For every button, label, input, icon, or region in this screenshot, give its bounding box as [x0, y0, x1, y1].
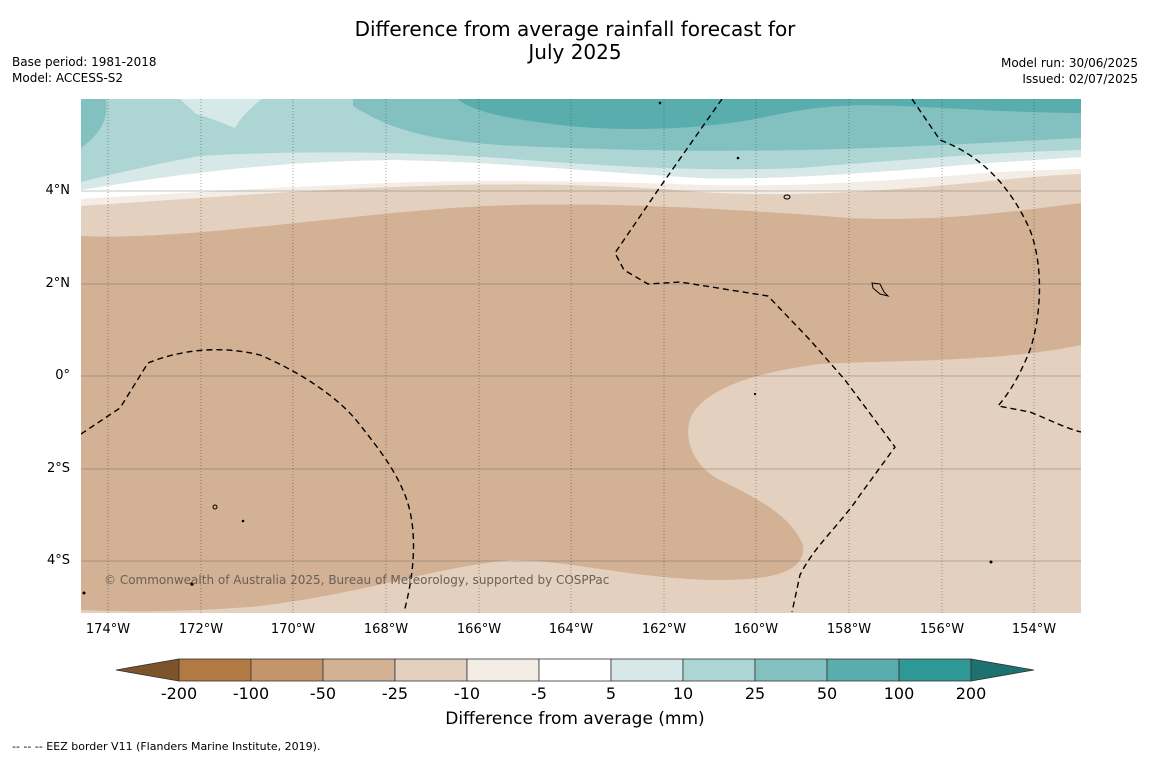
colorbar-tick-label: -100 [232, 684, 270, 703]
model-text: Model: ACCESS-S2 [12, 71, 124, 85]
colorbar [115, 658, 1035, 682]
meta-right: Model run: 30/06/2025 Issued: 02/07/2025 [1001, 55, 1138, 87]
colorbar-tick-label: -10 [453, 684, 481, 703]
rainfall-map: © Commonwealth of Australia 2025, Bureau… [81, 99, 1081, 613]
colorbar-bin-4 [394, 658, 468, 682]
zone-plus-50-west [81, 99, 107, 148]
lon-label: 162°W [641, 622, 687, 637]
zone-plus-100 [458, 99, 1081, 130]
title-line-2: July 2025 [528, 40, 622, 64]
lon-label: 164°W [548, 622, 594, 637]
zone-minus-50 [81, 203, 1081, 612]
colorbar-tick-label: 50 [816, 684, 838, 703]
colorbar-bin-11 [898, 658, 972, 682]
copyright-text: © Commonwealth of Australia 2025, Bureau… [104, 573, 609, 587]
colorbar-tick-label: -25 [381, 684, 409, 703]
zone-plus-10-patch [180, 99, 262, 128]
model-run-text: Model run: 30/06/2025 [1000, 56, 1138, 70]
colorbar-bin-6 [538, 658, 612, 682]
eez-border-east [911, 99, 1081, 433]
lon-label: 166°W [456, 622, 502, 637]
lon-label: 172°W [178, 622, 224, 637]
colorbar-title: Difference from average (mm) [445, 709, 705, 729]
eez-border-west [81, 349, 415, 613]
lon-label: 170°W [270, 622, 316, 637]
island-dot-6 [989, 560, 993, 564]
island-outline-2 [871, 282, 890, 297]
island-outline-3 [212, 504, 218, 510]
colorbar-tick-label: 100 [883, 684, 915, 703]
chart-title: Difference from average rainfall forecas… [0, 18, 1150, 64]
island-dot [241, 519, 245, 523]
island-dot-7 [82, 591, 86, 595]
colorbar-bin-5 [466, 658, 540, 682]
lon-label: 154°W [1011, 622, 1057, 637]
colorbar-tick-label: -5 [531, 684, 547, 703]
colorbar-tick-label: 10 [672, 684, 694, 703]
colorbar-bin-3 [322, 658, 396, 682]
base-period-text: Base period: 1981-2018 [12, 55, 157, 69]
colorbar-bin-1 [178, 658, 252, 682]
islands [82, 101, 993, 595]
colorbar-bin-2 [250, 658, 324, 682]
eez-borders [81, 99, 1081, 613]
lat-label-4s: 4°S [46, 553, 70, 568]
lon-label: 158°W [826, 622, 872, 637]
lat-label-0: 0° [55, 368, 70, 383]
lon-label: 156°W [919, 622, 965, 637]
colorbar-arrow-left [115, 658, 180, 682]
colorbar-tick-label: -200 [160, 684, 198, 703]
lon-label: 168°W [363, 622, 409, 637]
colorbar-tick-label: 25 [744, 684, 766, 703]
island-dot-2 [658, 101, 662, 105]
lat-label-2s: 2°S [46, 461, 70, 476]
colorbar-bin-7 [610, 658, 684, 682]
meta-left: Base period: 1981-2018 Model: ACCESS-S2 [12, 54, 157, 86]
colorbar-arrow-right [970, 658, 1035, 682]
island-dot-5 [190, 582, 194, 586]
lon-label: 174°W [85, 622, 131, 637]
colorbar-tick-label: -50 [309, 684, 337, 703]
island-dot-3 [736, 156, 740, 160]
eez-legend-note: -- -- -- EEZ border V11 (Flanders Marine… [12, 740, 321, 753]
colorbar-tick-label: 5 [605, 684, 617, 703]
lat-label-4n: 4°N [45, 183, 71, 198]
zone-minus-25-north [81, 174, 1081, 237]
issued-text: Issued: 02/07/2025 [1022, 72, 1138, 86]
colorbar-tick-label: 200 [955, 684, 987, 703]
colorbar-bin-9 [754, 658, 828, 682]
lon-label: 160°W [733, 622, 779, 637]
island-dot-4 [753, 392, 757, 396]
eez-border-central [614, 99, 896, 613]
title-line-1: Difference from average rainfall forecas… [354, 17, 796, 41]
zone-minus-10 [81, 169, 1081, 206]
graticule [81, 190, 1081, 562]
colorbar-bin-10 [826, 658, 900, 682]
zone-near-zero [81, 157, 1081, 199]
lat-label-2n: 2°N [45, 276, 71, 291]
colorbar-bin-8 [682, 658, 756, 682]
island-outline [783, 194, 791, 200]
